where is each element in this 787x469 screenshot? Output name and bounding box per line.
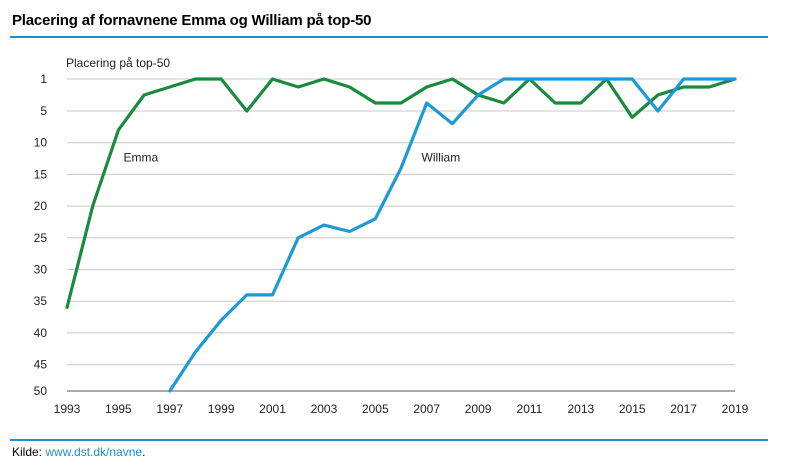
series-line-william bbox=[168, 77, 737, 393]
y-tick-label: 40 bbox=[34, 326, 48, 340]
y-tick-label: 5 bbox=[40, 104, 47, 118]
gridlines bbox=[67, 78, 735, 392]
source-note: Kilde: www.dst.dk/navne. bbox=[12, 445, 145, 459]
x-tick-label: 2019 bbox=[722, 402, 749, 416]
y-axis-label: Placering på top-50 bbox=[66, 56, 170, 70]
y-tick-label: 45 bbox=[34, 358, 48, 372]
y-tick-label: 30 bbox=[34, 263, 48, 277]
x-tick-label: 1995 bbox=[105, 402, 132, 416]
top-rule bbox=[10, 36, 768, 38]
x-tick-label: 2009 bbox=[465, 402, 492, 416]
x-tick-label: 2001 bbox=[259, 402, 286, 416]
y-tick-label: 20 bbox=[34, 199, 48, 213]
series-label-william: William bbox=[422, 151, 461, 165]
x-tick-labels: 1993 1995 1997 1999 2001 2003 2005 2007 2009 2011… bbox=[54, 402, 749, 416]
x-tick-label: 2007 bbox=[413, 402, 440, 416]
x-tick-label: 2015 bbox=[619, 402, 646, 416]
y-tick-label: 15 bbox=[34, 167, 48, 181]
source-label: Kilde: bbox=[12, 445, 46, 459]
y-tick-label: 35 bbox=[34, 294, 48, 308]
source-link[interactable]: www.dst.dk/navne bbox=[45, 445, 143, 459]
x-tick-label: 2011 bbox=[517, 402, 543, 416]
x-tick-label: 2017 bbox=[670, 402, 697, 416]
chart-title: Placering af fornavnene Emma og William … bbox=[12, 12, 372, 29]
series-lines bbox=[65, 77, 737, 393]
x-tick-label: 2013 bbox=[567, 402, 594, 416]
y-tick-label: 10 bbox=[34, 136, 48, 150]
x-tick-label: 1997 bbox=[156, 402, 183, 416]
series-line-emma bbox=[65, 77, 737, 310]
x-tick-label: 2005 bbox=[362, 402, 389, 416]
y-tick-label: 50 bbox=[34, 384, 48, 398]
series-label-emma: Emma bbox=[124, 151, 159, 165]
x-tick-label: 1993 bbox=[54, 402, 81, 416]
y-tick-label: 1 bbox=[40, 72, 47, 86]
y-tick-label: 25 bbox=[34, 231, 48, 245]
series-labels: Emma William bbox=[124, 151, 461, 165]
x-tick-label: 1999 bbox=[208, 402, 235, 416]
x-tick-label: 2003 bbox=[311, 402, 338, 416]
line-chart: Placering på top-50 15101520253035404550… bbox=[34, 56, 749, 416]
bottom-rule bbox=[10, 439, 768, 441]
source-end: . bbox=[142, 445, 146, 459]
